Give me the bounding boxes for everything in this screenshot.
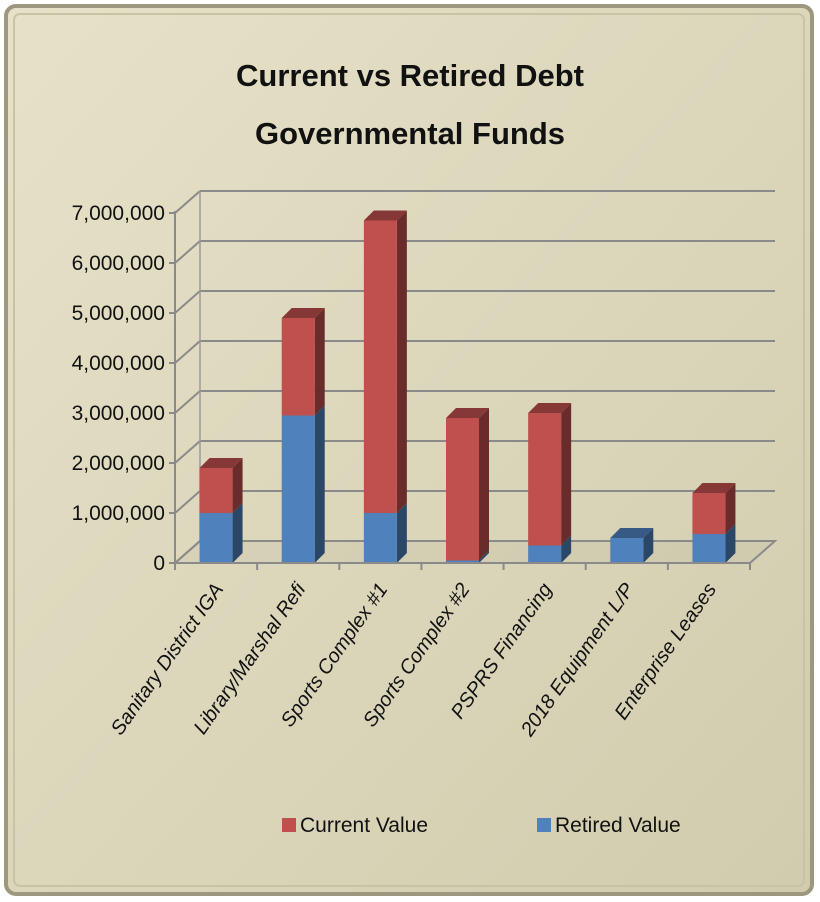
bar-retired-value [692, 524, 736, 563]
chart-background [4, 4, 814, 896]
gridline-diagonal [174, 190, 201, 214]
bar-side-face [314, 405, 325, 563]
bar-stack [199, 458, 243, 563]
bar-current-value [446, 408, 489, 561]
bar-retired-value [610, 528, 654, 563]
chart-inner-border [13, 13, 805, 887]
bar-stack [363, 210, 407, 563]
bar-stack [692, 483, 736, 563]
bar-stack [528, 403, 572, 563]
legend-label: Current Value [300, 814, 428, 837]
bar-retired-value [281, 405, 325, 563]
y-tick-label: 1,000,000 [72, 502, 165, 525]
bar-side-face [643, 528, 654, 563]
bar-front-face [692, 493, 726, 534]
legend-swatch [537, 818, 551, 832]
bar-side-face [725, 483, 736, 534]
bar-stack [446, 408, 489, 563]
bar-front-face [363, 513, 397, 563]
bar-side-face [232, 458, 243, 513]
bar-retired-value [199, 503, 243, 563]
legend-label: Retired Value [555, 814, 681, 837]
gridline-diagonal [174, 240, 201, 264]
bar-retired-value [446, 550, 489, 563]
bar-side-face [314, 308, 325, 416]
bar-front-face [281, 415, 315, 563]
bar-side-face [561, 535, 572, 563]
gridline-diagonal [174, 290, 201, 314]
bar-front-face [199, 468, 233, 513]
bar-front-face [610, 538, 644, 563]
gridline-diagonal [174, 390, 201, 414]
bar-top-face [363, 210, 407, 221]
bar-stack [281, 308, 325, 563]
bar-top-face [610, 528, 654, 538]
y-tick-label: 7,000,000 [72, 202, 165, 225]
y-tick-label: 6,000,000 [72, 252, 165, 275]
bar-front-face [281, 318, 315, 416]
bar-front-face [528, 545, 562, 563]
bar-side-face [479, 408, 489, 561]
bar-side-face [725, 524, 736, 563]
bar-front-face [446, 418, 479, 561]
y-tick-label: 2,000,000 [72, 452, 165, 475]
bar-retired-value [363, 503, 407, 563]
bar-top-face [692, 483, 736, 493]
bar-top-face [199, 458, 243, 468]
y-tick-label: 4,000,000 [72, 352, 165, 375]
bar-front-face [199, 513, 233, 563]
bar-current-value [281, 308, 325, 416]
bar-current-value [528, 403, 572, 546]
bar-current-value [692, 483, 736, 534]
chart-title-line-2: Governmental Funds [255, 116, 565, 151]
bar-top-face [281, 308, 325, 318]
bar-side-face [396, 503, 407, 563]
bar-current-value [199, 458, 243, 513]
gridline-diagonal [174, 440, 201, 464]
legend-item: Current Value [282, 814, 428, 837]
gridline-diagonal [174, 490, 201, 514]
bar-current-value [363, 210, 407, 513]
bar-top-face [446, 408, 489, 418]
legend-swatch [282, 818, 296, 832]
y-tick-label: 3,000,000 [72, 402, 165, 425]
chart-title-line-1: Current vs Retired Debt [236, 58, 584, 93]
bar-front-face [528, 413, 562, 546]
legend-item: Retired Value [537, 814, 681, 837]
legend: Current Value Retired Value [282, 814, 681, 837]
gridline-diagonal [174, 340, 201, 364]
bar-side-face [561, 403, 572, 546]
bar-front-face [692, 534, 726, 563]
bar-stack [610, 528, 654, 563]
y-tick-label: 5,000,000 [72, 302, 165, 325]
bar-side-face [396, 210, 407, 513]
bar-side-face [479, 550, 489, 563]
y-tick-label: 0 [153, 552, 165, 575]
bar-side-face [232, 503, 243, 563]
bar-front-face [363, 220, 397, 513]
bar-top-face [528, 403, 572, 413]
bars-layer [199, 210, 736, 563]
bar-retired-value [528, 535, 572, 563]
bar-front-face [446, 560, 479, 563]
